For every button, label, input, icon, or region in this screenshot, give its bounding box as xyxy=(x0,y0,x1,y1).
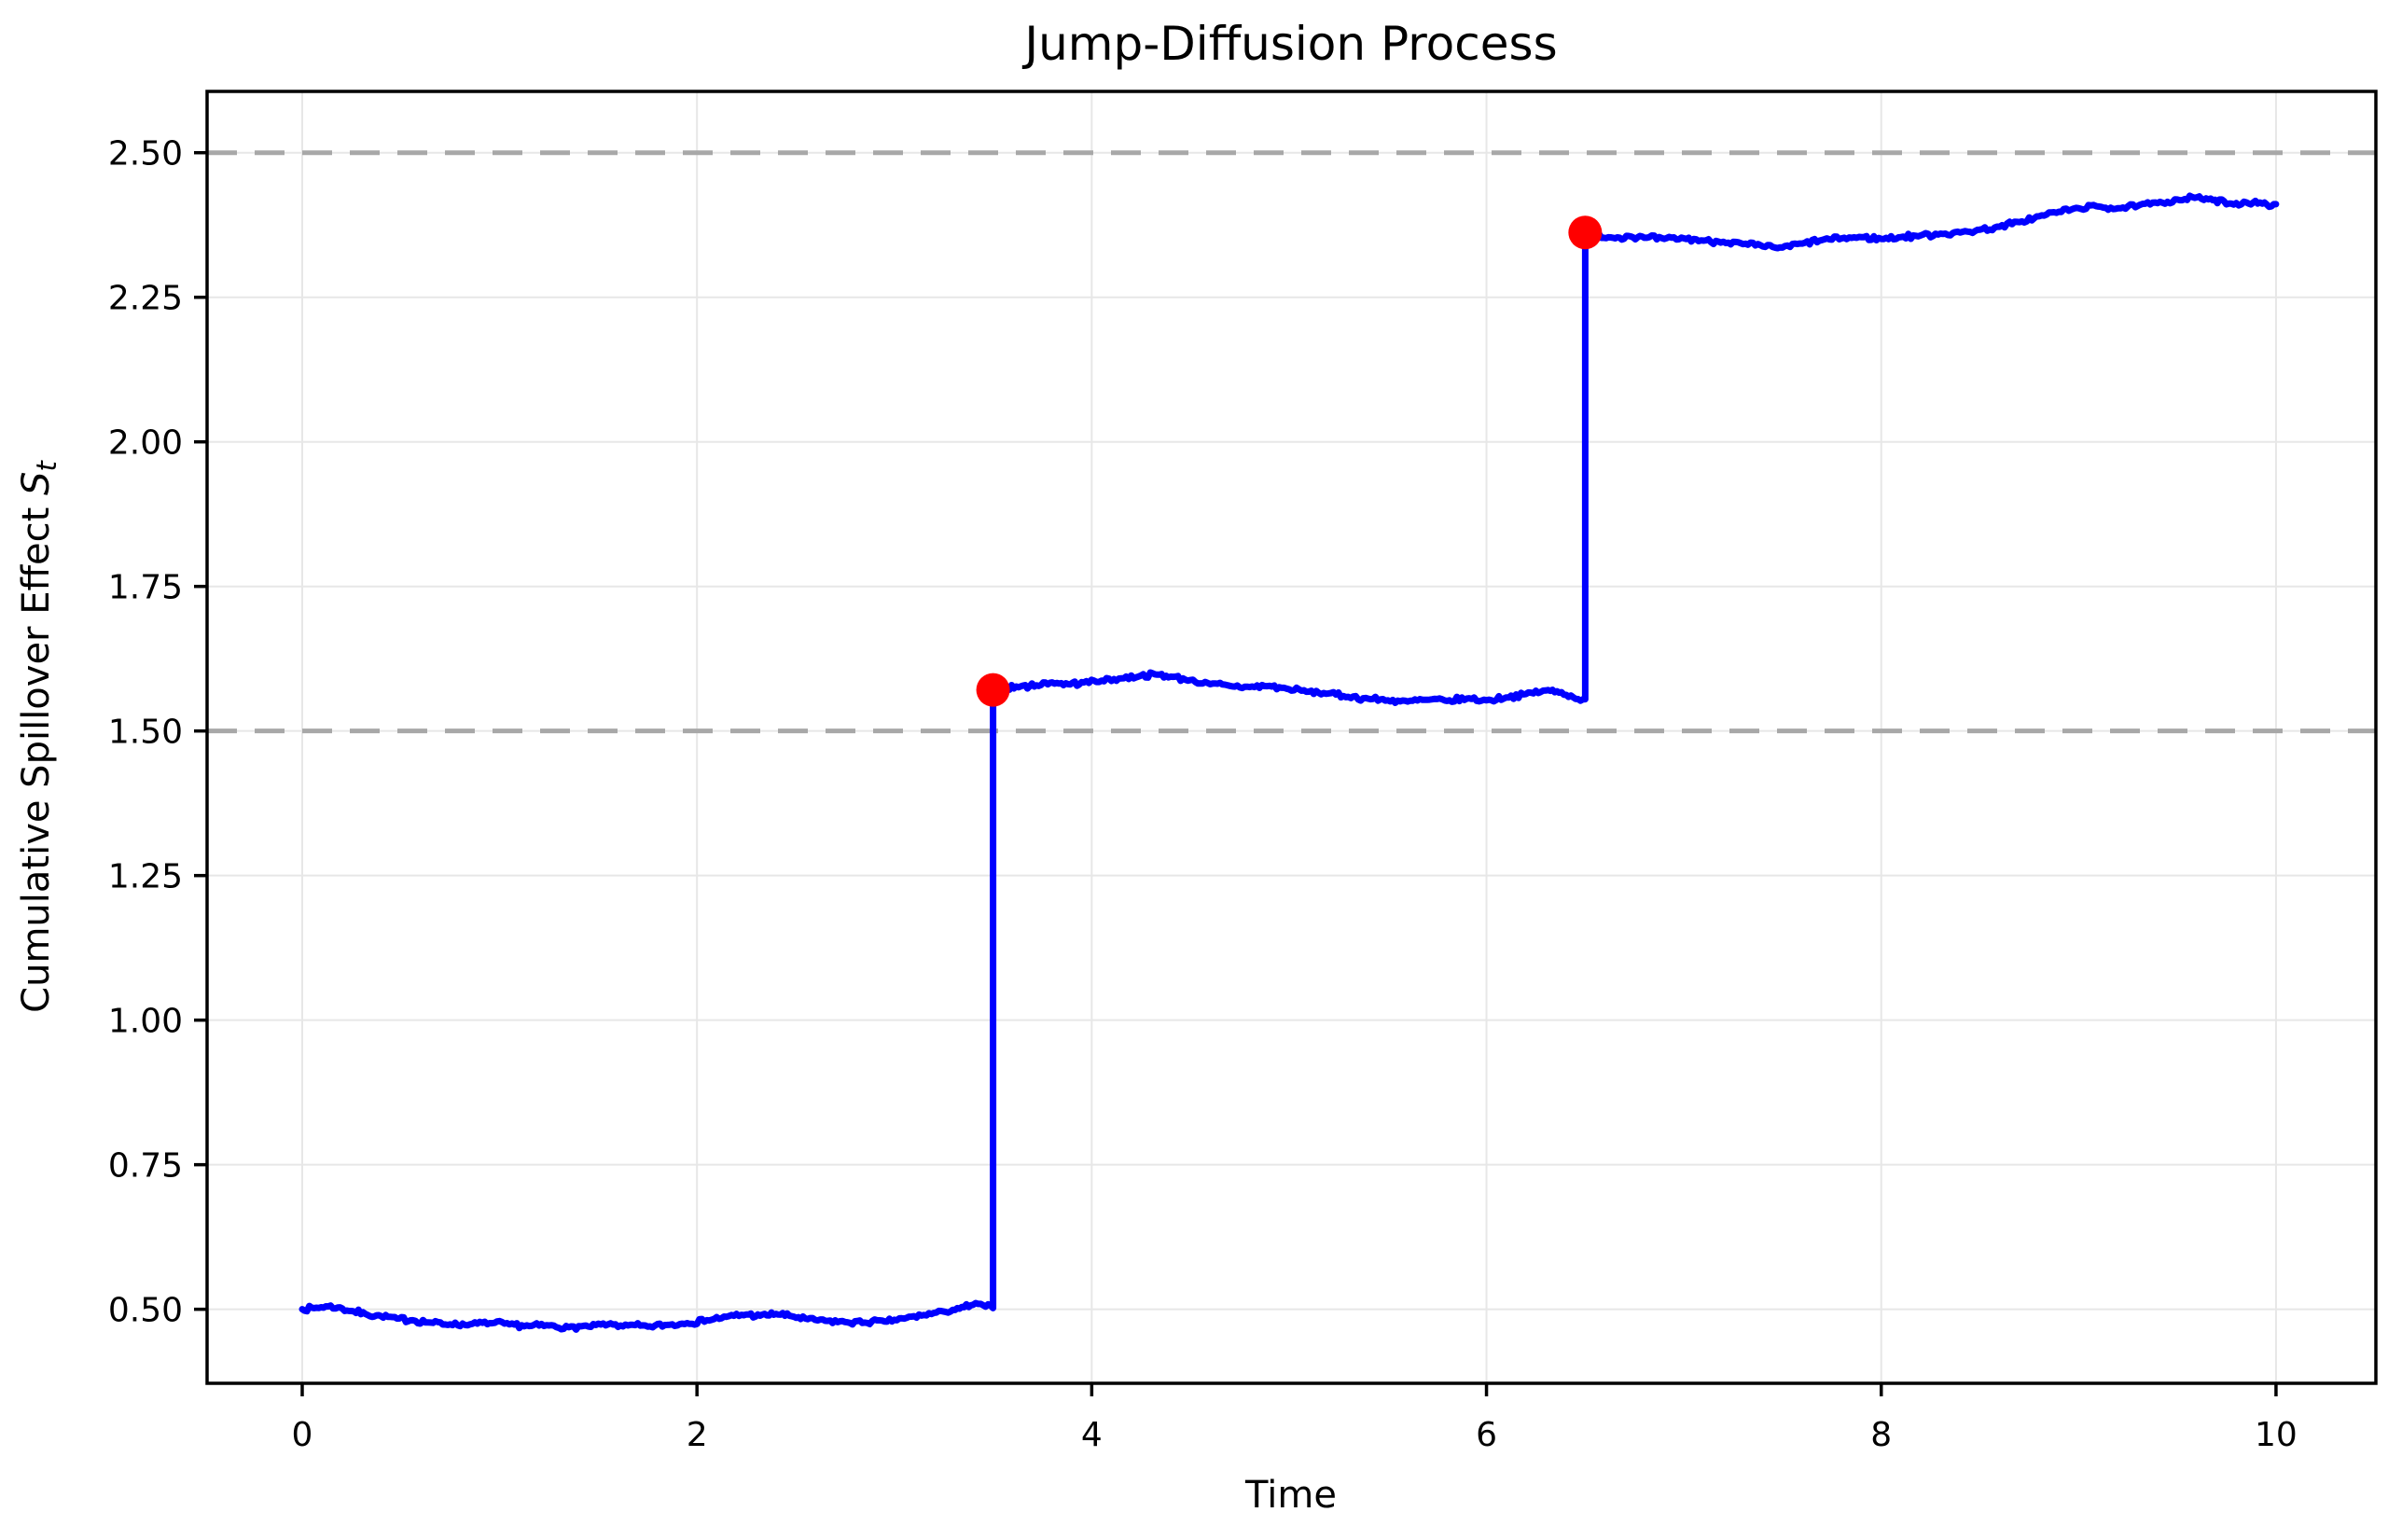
y-tick-label: 1.00 xyxy=(108,1003,183,1041)
y-axis-label-subscript: t xyxy=(31,460,62,472)
x-tick-label: 4 xyxy=(1081,1416,1103,1454)
chart-title: Jump-Diffusion Process xyxy=(1021,17,1557,71)
y-tick-label: 2.00 xyxy=(108,424,183,463)
y-axis-label: Cumulative Spillover Effect St xyxy=(15,460,62,1013)
y-tick-label: 1.25 xyxy=(108,858,183,896)
jump-marker xyxy=(1568,215,1603,250)
x-tick-label: 2 xyxy=(687,1416,708,1454)
series-layer xyxy=(299,192,2280,1333)
x-tick-label: 6 xyxy=(1476,1416,1497,1454)
x-axis-label: Time xyxy=(1244,1474,1337,1517)
grid-layer xyxy=(207,91,2376,1383)
y-tick-label: 2.25 xyxy=(108,280,183,318)
series-line xyxy=(299,192,2280,1333)
y-tick-label: 0.75 xyxy=(108,1147,183,1186)
reference-lines-layer xyxy=(207,150,2376,734)
y-tick-label: 0.50 xyxy=(108,1292,183,1330)
jump-marker xyxy=(976,673,1010,707)
y-tick-label: 1.50 xyxy=(108,714,183,752)
y-axis-label-text: Cumulative Spillover Effect xyxy=(15,495,58,1013)
tick-labels-layer: 0 2 4 6 8 10 0.50 0.75 1.00 1.25 1.50 1.75 2.00 2.25 2… xyxy=(108,135,2298,1454)
x-tick-label: 0 xyxy=(292,1416,313,1454)
plot-border xyxy=(205,90,2378,1385)
x-tick-label: 10 xyxy=(2255,1416,2298,1454)
x-tick-label: 8 xyxy=(1870,1416,1892,1454)
jump-markers-layer xyxy=(976,215,1603,707)
axes-layer xyxy=(194,90,2378,1396)
y-axis-label-symbol: S xyxy=(15,472,58,495)
y-tick-label: 1.75 xyxy=(108,569,183,607)
y-tick-label: 2.50 xyxy=(108,135,183,173)
